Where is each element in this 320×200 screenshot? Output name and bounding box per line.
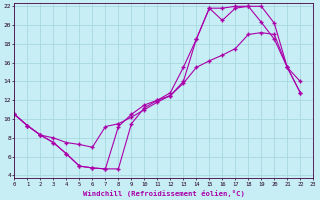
X-axis label: Windchill (Refroidissement éolien,°C): Windchill (Refroidissement éolien,°C) (83, 190, 245, 197)
